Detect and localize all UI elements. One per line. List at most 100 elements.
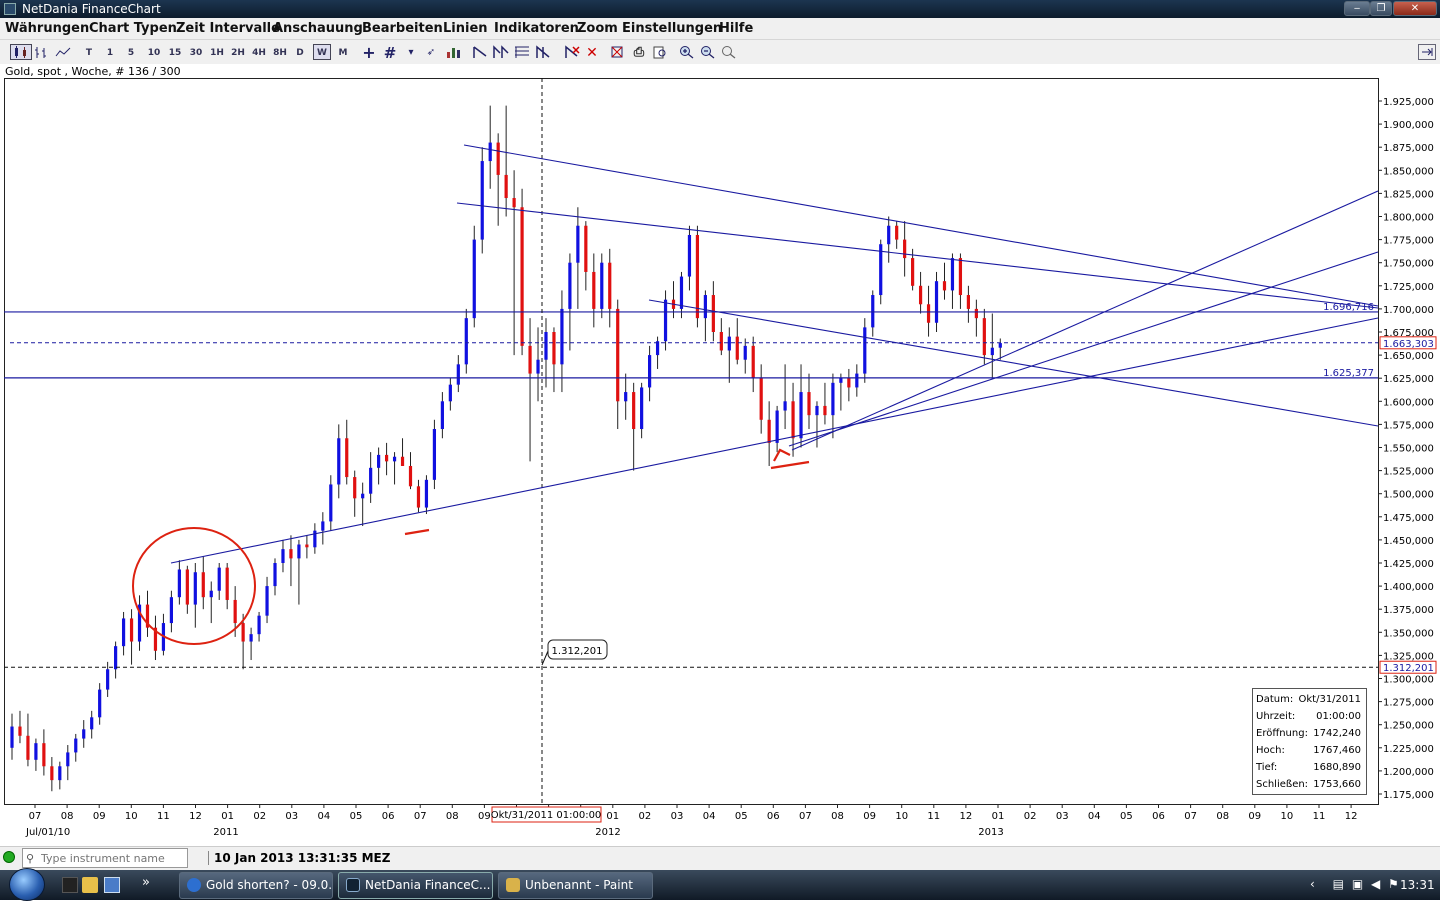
interval-5-button[interactable]: 5 xyxy=(127,48,135,58)
y-tick-label: 1.200,000 xyxy=(1383,767,1434,778)
candle-body xyxy=(193,572,197,605)
tooltip-pointer xyxy=(541,650,549,666)
x-tick-label: 01 xyxy=(221,811,234,822)
close-button[interactable]: ✕ xyxy=(1393,1,1437,16)
candle-body xyxy=(480,161,484,240)
menu-waehrungen[interactable]: Währungen xyxy=(5,21,90,36)
tray-expand-icon[interactable]: ‹ xyxy=(1310,877,1315,891)
delete-drawing-icon[interactable] xyxy=(562,44,582,60)
restore-button[interactable]: ❐ xyxy=(1370,1,1392,16)
quicklaunch-explorer-icon[interactable] xyxy=(82,877,98,893)
trendline-tool-icon[interactable] xyxy=(470,44,490,60)
pin-toolbar-icon[interactable] xyxy=(1418,44,1436,60)
minimize-button[interactable]: ‒ xyxy=(1344,1,1370,16)
x-tick-label: 05 xyxy=(350,811,363,822)
task-netdania[interactable]: NetDania FinanceC... xyxy=(338,872,493,899)
tray-volume-icon[interactable]: ◀ xyxy=(1370,877,1381,891)
interval-30-button[interactable]: 30 xyxy=(189,48,203,58)
interval-4h-button[interactable]: 4H xyxy=(252,48,266,58)
interval-monthly-button[interactable]: M xyxy=(338,48,348,58)
price-chart[interactable]: 1.312,201 1.925,000 1.900,000 1.875,000 1.8… xyxy=(4,78,1440,840)
parallel-lines-icon[interactable] xyxy=(491,44,511,60)
crosshair-icon[interactable]: + xyxy=(362,43,376,62)
bar-chart-icon[interactable] xyxy=(33,44,51,60)
volume-bars-icon[interactable] xyxy=(444,44,464,60)
menu-linien[interactable]: Linien xyxy=(443,21,488,36)
candle-body xyxy=(783,401,787,411)
menu-anschauung[interactable]: Anschauung xyxy=(273,21,363,36)
delete-all-icon[interactable]: ✕ xyxy=(586,45,598,61)
menu-zoom[interactable]: Zoom xyxy=(577,21,618,36)
interval-daily-button[interactable]: D xyxy=(296,48,304,58)
candle-body xyxy=(121,618,126,647)
menu-chart-typen[interactable]: Chart Typen xyxy=(89,21,177,36)
candlestick-chart-icon[interactable] xyxy=(10,44,32,60)
menu-einstellungen[interactable]: Einstellungen xyxy=(622,21,723,36)
candle-body xyxy=(895,225,899,240)
task-browser[interactable]: Gold shorten? - 09.0... xyxy=(179,872,333,899)
candle-body xyxy=(576,225,580,263)
instrument-search-input[interactable] xyxy=(41,851,181,866)
candle-body xyxy=(855,373,859,388)
candle-body xyxy=(767,419,771,443)
candle-body xyxy=(424,479,429,508)
fibonacci-icon[interactable] xyxy=(512,44,532,60)
candle-body xyxy=(145,604,150,628)
interval-2h-button[interactable]: 2H xyxy=(231,48,245,58)
channel-icon[interactable] xyxy=(533,44,553,60)
candle-body xyxy=(321,521,325,531)
start-button[interactable] xyxy=(9,868,45,901)
zoom-reset-icon[interactable] xyxy=(720,44,738,60)
candle-body xyxy=(464,318,468,365)
pointer-icon[interactable]: ➶ xyxy=(426,47,436,58)
menu-bearbeiten[interactable]: Bearbeiten xyxy=(362,21,443,36)
x-tick-label: 11 xyxy=(157,811,170,822)
zoom-out-icon[interactable] xyxy=(699,44,717,60)
data-window: Datum: Okt/31/2011 Uhrzeit: 01:00:00 Eröff… xyxy=(1252,688,1367,795)
grid-icon[interactable]: # xyxy=(383,44,397,62)
x-tick-label: 09 xyxy=(93,811,106,822)
tray-network-icon[interactable]: ▣ xyxy=(1351,877,1364,891)
candle-body xyxy=(34,743,38,760)
tray-app-icon[interactable]: ▤ xyxy=(1332,877,1344,891)
chart-area[interactable]: 1.312,201 1.925,000 1.900,000 1.875,000 1.8… xyxy=(4,78,1440,840)
candle-body xyxy=(114,646,118,670)
candle-body xyxy=(743,345,747,360)
y-tick-label: 1.450,000 xyxy=(1383,536,1434,547)
cursor-mode-icon[interactable]: ▾ xyxy=(408,47,414,58)
red-mark-arrow xyxy=(773,448,791,462)
interval-8h-button[interactable]: 8H xyxy=(273,48,287,58)
x-tick-label: 05 xyxy=(735,811,748,822)
interval-10-button[interactable]: 10 xyxy=(147,48,161,58)
menu-zeit-intervalle[interactable]: Zeit Intervalle xyxy=(176,21,280,36)
candle-body xyxy=(735,336,739,360)
candle-body xyxy=(369,467,373,494)
interval-tick-button[interactable]: T xyxy=(85,48,93,58)
data-row-datum: Datum: Okt/31/2011 xyxy=(1256,694,1361,705)
print-icon[interactable]: ⎙ xyxy=(633,45,645,60)
clear-icon[interactable] xyxy=(608,44,626,60)
interval-weekly-button[interactable]: W xyxy=(313,44,331,60)
y-tick-label: 1.300,000 xyxy=(1383,675,1434,686)
x-tick-label: 09 xyxy=(863,811,876,822)
candle-body xyxy=(281,549,285,563)
zoom-in-icon[interactable] xyxy=(678,44,696,60)
menu-hilfe[interactable]: Hilfe xyxy=(719,21,754,36)
print-preview-icon[interactable] xyxy=(651,44,669,60)
menu-indikatoren[interactable]: Indikatoren xyxy=(494,21,579,36)
interval-1-button[interactable]: 1 xyxy=(106,48,114,58)
quicklaunch-desktop-icon[interactable] xyxy=(62,877,78,893)
tray-flag-icon[interactable]: ⚑ xyxy=(1388,877,1399,891)
candle-body xyxy=(18,726,22,736)
interval-15-button[interactable]: 15 xyxy=(168,48,182,58)
line-chart-icon[interactable] xyxy=(54,44,72,60)
task-paint[interactable]: Unbenannt - Paint xyxy=(498,872,653,899)
instrument-search[interactable]: ⚲ xyxy=(22,848,188,868)
y-tick-label: 1.700,000 xyxy=(1383,305,1434,316)
current-price-tag xyxy=(1379,336,1437,350)
interval-1h-button[interactable]: 1H xyxy=(210,48,224,58)
data-row-eroeffnung: Eröffnung: 1742,240 xyxy=(1256,728,1361,739)
quicklaunch-more-icon[interactable]: » xyxy=(142,875,150,890)
quicklaunch-screen-icon[interactable] xyxy=(104,877,120,893)
x-tick-label: 04 xyxy=(703,811,716,822)
